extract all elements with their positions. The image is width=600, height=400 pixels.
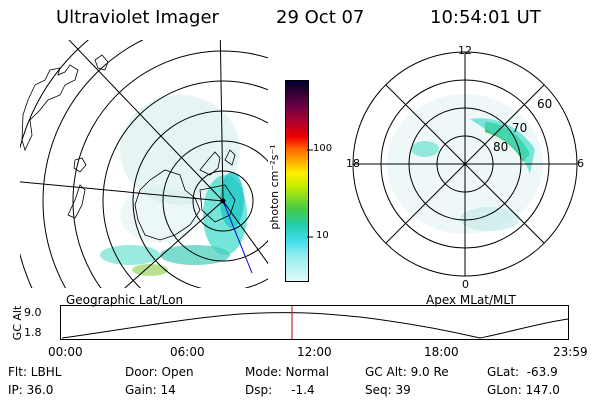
geo-longitude-grid: [20, 40, 268, 288]
status-seq: Seq: 39: [365, 383, 411, 397]
mlt-label-12: 12: [458, 44, 472, 57]
spacecraft-position-marker: [220, 198, 253, 274]
altitude-xtick-1800: 18:00: [424, 345, 459, 359]
colorbar-tick-10: 10: [316, 230, 329, 241]
mlt-spokes: [353, 52, 577, 276]
mlt-label-18: 18: [346, 157, 360, 170]
status-gc-alt: GC Alt: 9.0 Re: [365, 365, 449, 379]
altitude-ylabel: GC Alt: [11, 305, 24, 341]
magnetic-polar-plot: [352, 51, 578, 277]
mlat-label-60: 60: [537, 97, 553, 111]
colorbar-unit-label: photon cm⁻²s⁻¹: [268, 144, 281, 230]
colorbar: [285, 80, 309, 282]
geographic-map: [20, 40, 268, 288]
status-glat: GLat: -63.9: [487, 365, 558, 379]
mlat-label-70: 70: [512, 121, 528, 135]
mlat-label-80: 80: [493, 140, 509, 154]
magnetic-map-caption: Apex MLat/MLT: [426, 293, 516, 307]
time-label: 10:54:01 UT: [430, 7, 541, 28]
status-gain: Gain: 14: [125, 383, 176, 397]
altitude-xtick-0000: 00:00: [48, 345, 83, 359]
geographic-map-caption: Geographic Lat/Lon: [66, 293, 184, 307]
status-ip: IP: 36.0: [8, 383, 54, 397]
altitude-xtick-1200: 12:00: [297, 345, 332, 359]
mlt-label-0: 0: [462, 278, 469, 291]
instrument-title: Ultraviolet Imager: [56, 7, 219, 28]
status-glon: GLon: 147.0: [487, 383, 560, 397]
altitude-xtick-0600: 06:00: [170, 345, 205, 359]
altitude-ytick-low: 1.8: [24, 326, 42, 339]
colorbar-ticks: [307, 149, 313, 238]
status-mode: Mode: Normal: [245, 365, 329, 379]
altitude-ytick-high: 9.0: [24, 306, 42, 319]
date-label: 29 Oct 07: [276, 7, 365, 28]
status-door: Door: Open: [125, 365, 194, 379]
aurora-emission-geo: [100, 95, 247, 276]
coastline-outlines: [21, 54, 236, 241]
mlt-label-6: 6: [577, 157, 584, 170]
altitude-curve: [61, 312, 569, 339]
colorbar-tick-100: 100: [313, 143, 333, 154]
status-dsp: Dsp: -1.4: [245, 383, 315, 397]
status-flt: Flt: LBHL: [8, 365, 62, 379]
altitude-xtick-2359: 23:59: [553, 345, 588, 359]
altitude-panel: [60, 305, 569, 340]
